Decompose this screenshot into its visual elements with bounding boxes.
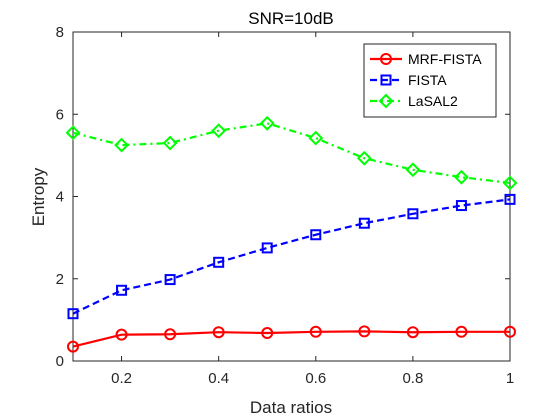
data-point-lasal2 [162,135,178,151]
legend-label-fista: FISTA [408,72,447,88]
data-point-mrf-fista [455,325,468,338]
data-point-lasal2 [356,150,372,166]
data-point-fista [310,229,322,241]
y-tick-label: 0 [56,353,64,370]
x-tick-label: 0.4 [208,370,229,387]
data-point-fista [67,308,79,320]
legend-label-mrf-fista: MRF-FISTA [408,51,482,67]
data-point-lasal2 [454,169,469,185]
data-point-lasal2 [308,130,324,146]
data-point-mrf-fista [406,326,419,339]
data-point-mrf-fista [115,328,128,341]
data-point-lasal2 [405,162,421,178]
data-point-mrf-fista [212,326,225,339]
x-tick-label: 0.6 [305,370,326,387]
data-point-fista [407,208,419,220]
data-point-lasal2 [211,123,227,139]
y-tick-label: 2 [56,271,64,288]
x-axis-label: Data ratios [250,398,332,417]
series-line-lasal2 [72,122,511,185]
data-point-mrf-fista [261,327,274,340]
data-point-fista [358,217,370,229]
series-line-mrf-fista [72,330,510,348]
data-point-fista [504,193,516,205]
plot-area: 0.2 0.4 0.6 0.8 1 0 2 4 6 8 MRF-FISTA FISTA LaSAL2 [56,24,518,387]
data-point-mrf-fista [67,340,79,353]
x-tick-label: 0.2 [111,370,132,387]
legend-marker-lasal2 [378,93,394,109]
y-tick-label: 8 [56,24,64,41]
data-point-fista [261,242,273,254]
data-point-fista [455,200,467,212]
data-point-fista [213,256,225,268]
x-tick-label: 1 [506,370,514,387]
data-point-mrf-fista [504,325,516,338]
data-point-mrf-fista [309,325,322,338]
series-line-fista [72,198,511,315]
data-point-mrf-fista [164,328,177,341]
data-point-lasal2 [259,115,275,131]
data-point-fista [116,284,128,296]
data-point-fista [164,274,176,286]
y-axis-label: Entropy [29,167,48,226]
data-point-lasal2 [502,175,518,191]
legend-marker-mrf-fista [380,53,392,65]
legend-label-lasal2: LaSAL2 [408,93,458,109]
y-tick-label: 6 [56,106,64,123]
data-point-lasal2 [65,125,81,141]
data-point-mrf-fista [358,325,371,338]
x-tick-label: 0.8 [402,370,423,387]
legend-marker-fista [380,74,392,86]
chart-title: SNR=10dB [248,9,334,28]
data-point-lasal2 [114,137,129,153]
y-tick-label: 4 [56,189,64,206]
